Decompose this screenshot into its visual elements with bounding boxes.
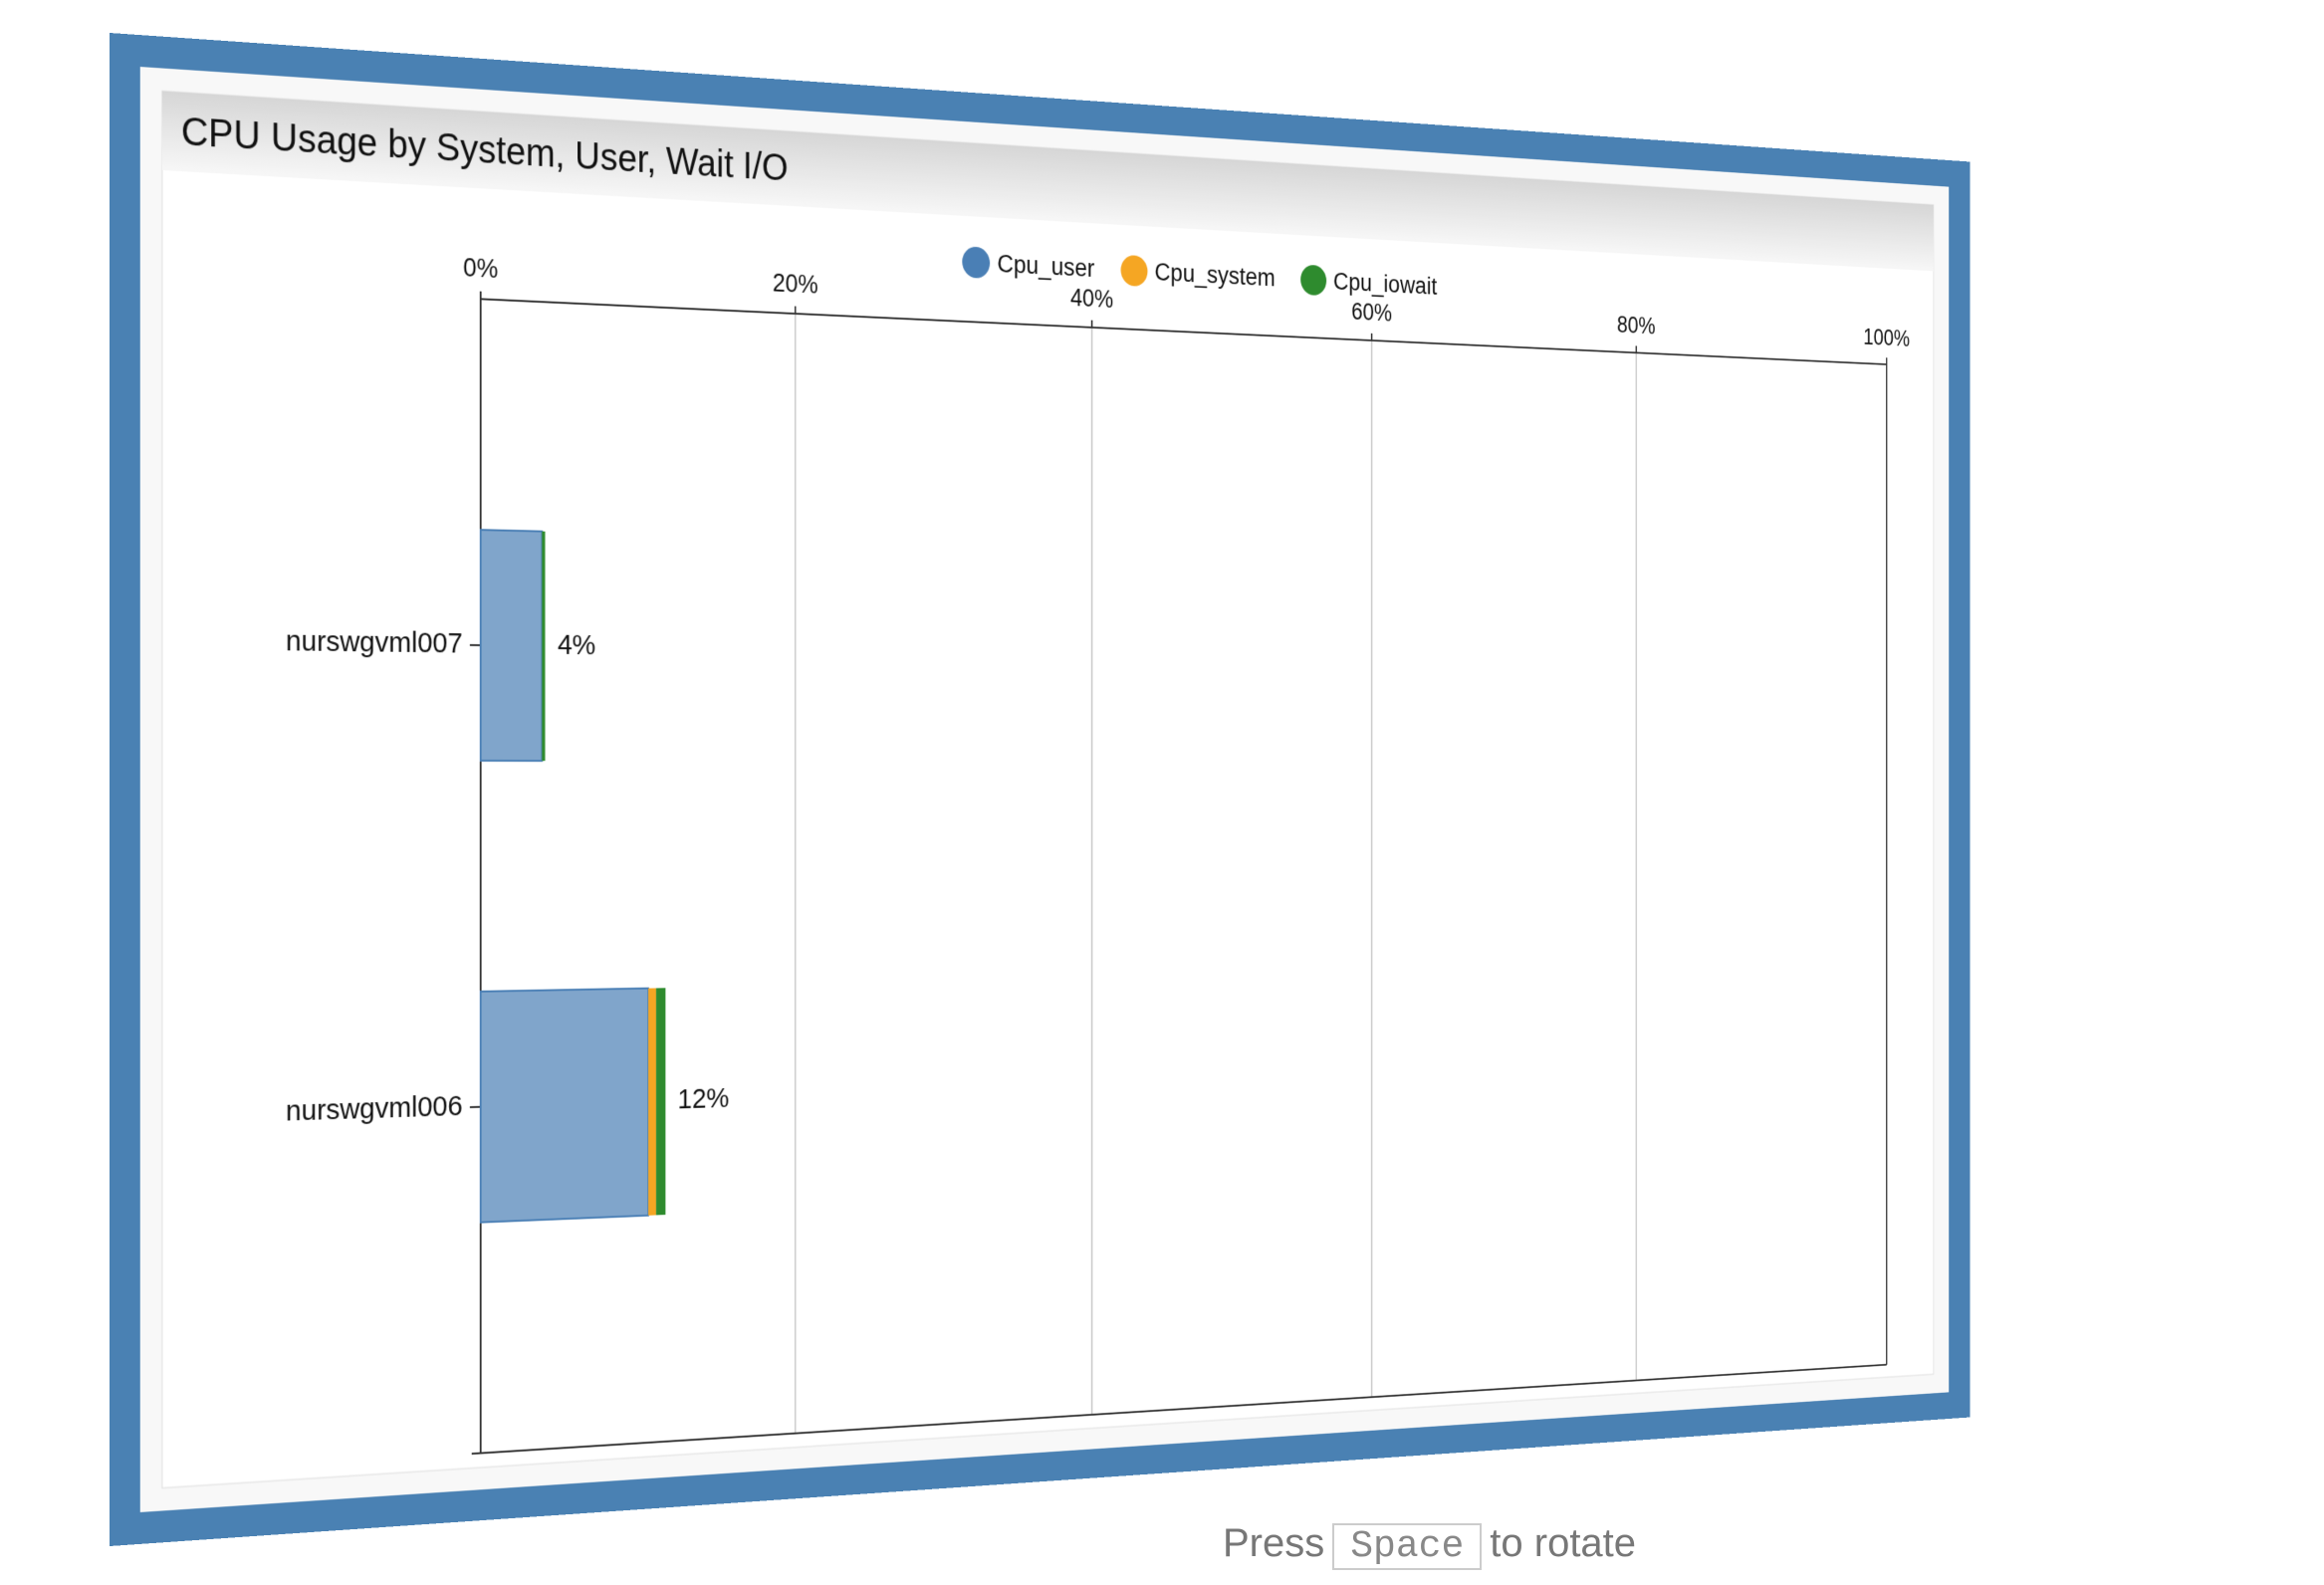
- total-label: 12%: [678, 1082, 730, 1115]
- bar-segment: [655, 988, 666, 1216]
- bar-segment: [481, 989, 648, 1223]
- key-badge: Space: [1332, 1523, 1483, 1570]
- x-tick-label: 0%: [463, 253, 498, 284]
- total-label: 4%: [558, 628, 595, 661]
- title-bar: [161, 91, 1934, 272]
- bar-segment: [648, 988, 656, 1216]
- hint-text: to rotate: [1490, 1521, 1637, 1565]
- hint-text: Press: [1223, 1521, 1325, 1565]
- y-tick-label: nurswgvml007: [286, 624, 463, 659]
- legend-label: Cpu_iowait: [1333, 267, 1437, 300]
- bar-segment: [542, 531, 546, 762]
- hint: Press Space to rotate: [1223, 1521, 1636, 1570]
- chart: CPU Usage by System, User, Wait I/O Cpu_…: [110, 33, 1971, 1546]
- x-tick-label: 20%: [773, 269, 818, 300]
- x-tick-label: 60%: [1351, 298, 1392, 327]
- x-tick-label: 40%: [1070, 284, 1113, 314]
- x-tick-label: 80%: [1617, 312, 1656, 340]
- legend-label: Cpu_system: [1155, 258, 1276, 293]
- y-tick-label: nurswgvml006: [286, 1089, 463, 1127]
- legend-label: Cpu_user: [997, 249, 1094, 283]
- rotated-frame: CPU Usage by System, User, Wait I/O Cpu_…: [110, 33, 1971, 1546]
- x-tick-label: 100%: [1863, 324, 1910, 351]
- bar-segment: [481, 530, 543, 761]
- card: [162, 91, 1934, 1487]
